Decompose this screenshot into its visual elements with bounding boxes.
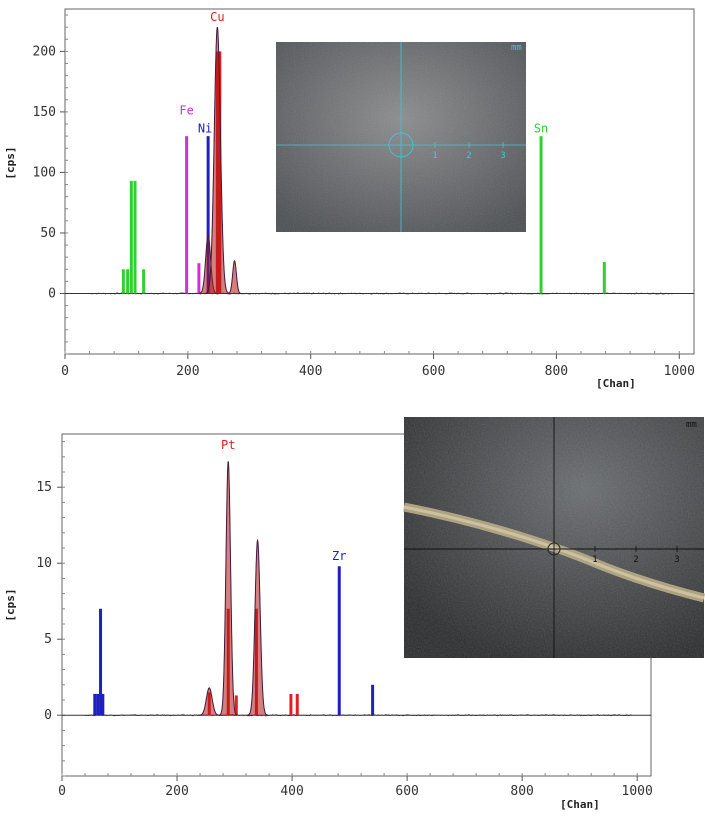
y-tick-label: 10 bbox=[36, 556, 52, 571]
fit-curve bbox=[247, 539, 268, 716]
bottom-scale-ticks: 1 2 3 bbox=[592, 546, 680, 565]
y-tick-label: 100 bbox=[33, 165, 56, 180]
y-tick-label: 15 bbox=[36, 480, 52, 495]
x-tick-label: 0 bbox=[58, 784, 66, 799]
top-x-axis-label: [Chan] bbox=[596, 377, 636, 390]
bottom-crosshair-circle bbox=[547, 542, 561, 556]
x-tick-label: 200 bbox=[165, 784, 188, 799]
x-tick-label: 400 bbox=[299, 364, 322, 379]
x-tick-label: 800 bbox=[510, 784, 533, 799]
scale-label: 3 bbox=[500, 151, 505, 161]
x-tick-label: 1000 bbox=[664, 364, 695, 379]
y-tick-label: 50 bbox=[40, 226, 56, 241]
top-micrograph: 1 2 3 mm bbox=[276, 42, 526, 232]
x-tick-label: 400 bbox=[280, 784, 303, 799]
element-label-cu: Cu bbox=[210, 10, 224, 24]
bottom-y-axis-label: [cps] bbox=[4, 588, 17, 621]
baseline-trace bbox=[84, 714, 632, 717]
element-label-sn: Sn bbox=[534, 121, 548, 135]
bottom-element-labels: Pt Zr bbox=[221, 438, 346, 563]
element-label-zr: Zr bbox=[332, 549, 346, 563]
x-tick-label: 600 bbox=[422, 364, 445, 379]
top-scale-ticks: 1 2 3 bbox=[432, 142, 506, 161]
x-tick-label: 600 bbox=[395, 784, 418, 799]
fit-curve bbox=[197, 687, 221, 716]
bottom-chart: 0 200 400 600 800 1000 0 5 10 15 Pt Zr [cps] [Cha… bbox=[4, 417, 705, 811]
top-spectrum bbox=[198, 27, 242, 294]
top-crosshair-circle bbox=[388, 132, 414, 158]
fit-curve bbox=[218, 461, 238, 716]
bottom-spectrum bbox=[197, 461, 268, 716]
scale-label: 1 bbox=[432, 151, 437, 161]
scale-label: 1 bbox=[592, 555, 597, 565]
element-label-ni: Ni bbox=[198, 121, 212, 135]
bottom-x-axis: 0 200 400 600 800 1000 bbox=[58, 776, 653, 799]
element-label-fe: Fe bbox=[179, 103, 193, 117]
bottom-baseline-noise bbox=[84, 714, 632, 717]
x-tick-label: 0 bbox=[61, 364, 69, 379]
x-tick-label: 200 bbox=[176, 364, 199, 379]
scale-label: 3 bbox=[674, 555, 679, 565]
bottom-micrograph: 1 2 3 mm bbox=[403, 417, 705, 658]
y-tick-label: 150 bbox=[33, 105, 56, 120]
x-tick-label: 800 bbox=[545, 364, 568, 379]
top-y-axis: 0 50 100 150 200 bbox=[33, 44, 65, 301]
top-x-axis: 0 200 400 600 800 1000 bbox=[61, 354, 695, 379]
bottom-micrograph-unit: mm bbox=[686, 420, 697, 430]
y-tick-label: 5 bbox=[44, 632, 52, 647]
y-tick-label: 200 bbox=[33, 44, 56, 59]
top-element-labels: Cu Fe Ni Sn bbox=[179, 10, 548, 135]
y-tick-label: 0 bbox=[48, 286, 56, 301]
y-tick-label: 0 bbox=[44, 708, 52, 723]
top-micrograph-unit: mm bbox=[511, 43, 522, 53]
scale-label: 2 bbox=[466, 151, 471, 161]
element-label-pt: Pt bbox=[221, 438, 235, 452]
top-minor-ticks bbox=[64, 14, 680, 355]
x-tick-label: 1000 bbox=[622, 784, 653, 799]
top-y-axis-label: [cps] bbox=[4, 146, 17, 179]
bottom-y-axis: 0 5 10 15 bbox=[36, 480, 62, 723]
bottom-x-axis-label: [Chan] bbox=[560, 798, 600, 811]
fit-curve bbox=[205, 27, 230, 294]
scale-label: 2 bbox=[633, 555, 638, 565]
fit-curve bbox=[227, 260, 242, 294]
